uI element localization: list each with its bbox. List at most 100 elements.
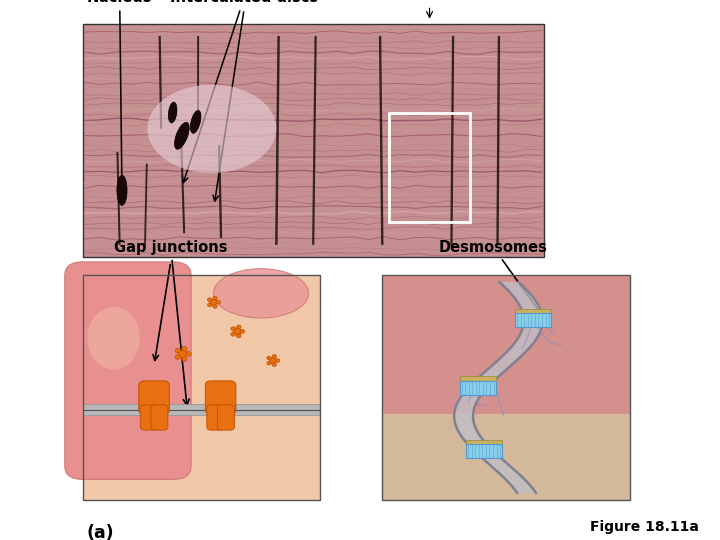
Polygon shape [520, 306, 539, 307]
Polygon shape [475, 380, 495, 381]
Ellipse shape [186, 352, 192, 356]
Polygon shape [492, 467, 512, 468]
Polygon shape [474, 381, 493, 382]
Bar [516, 313, 551, 327]
Text: Intercalated discs: Intercalated discs [170, 0, 318, 183]
Polygon shape [508, 482, 528, 483]
Polygon shape [469, 386, 489, 387]
Polygon shape [478, 377, 498, 378]
Bar [390, 112, 470, 221]
Polygon shape [504, 354, 523, 355]
Polygon shape [467, 389, 486, 390]
Polygon shape [515, 489, 534, 490]
Polygon shape [500, 283, 520, 284]
Polygon shape [511, 346, 531, 347]
Text: Figure 18.11a: Figure 18.11a [590, 519, 698, 534]
Polygon shape [523, 322, 542, 323]
Bar [382, 275, 630, 414]
Polygon shape [487, 369, 506, 370]
Ellipse shape [213, 305, 217, 308]
Polygon shape [520, 334, 539, 335]
Polygon shape [498, 471, 517, 472]
Polygon shape [508, 350, 527, 351]
Polygon shape [513, 296, 533, 297]
Polygon shape [523, 320, 543, 321]
Polygon shape [519, 335, 539, 336]
Polygon shape [516, 299, 535, 300]
Polygon shape [457, 403, 476, 404]
Polygon shape [518, 303, 538, 304]
Polygon shape [488, 463, 508, 464]
Polygon shape [516, 300, 536, 301]
Polygon shape [462, 395, 481, 396]
Polygon shape [463, 438, 482, 439]
Polygon shape [516, 491, 536, 492]
Polygon shape [464, 439, 483, 440]
Polygon shape [504, 286, 523, 287]
Polygon shape [514, 297, 534, 298]
Polygon shape [473, 382, 492, 383]
Polygon shape [493, 468, 513, 469]
Ellipse shape [233, 328, 241, 335]
Polygon shape [486, 370, 505, 371]
Polygon shape [476, 379, 495, 380]
Polygon shape [500, 358, 519, 359]
Polygon shape [522, 311, 541, 312]
Polygon shape [508, 290, 527, 291]
Polygon shape [510, 292, 529, 293]
Ellipse shape [213, 269, 308, 318]
Polygon shape [500, 357, 520, 358]
Polygon shape [523, 328, 541, 329]
Polygon shape [507, 289, 526, 290]
Polygon shape [479, 376, 498, 377]
Ellipse shape [179, 350, 187, 358]
Polygon shape [475, 452, 495, 453]
Polygon shape [515, 298, 534, 299]
Polygon shape [500, 282, 519, 283]
Polygon shape [467, 388, 487, 389]
Polygon shape [454, 416, 473, 417]
Polygon shape [492, 364, 512, 365]
Bar [466, 454, 502, 458]
Polygon shape [499, 473, 518, 474]
Ellipse shape [272, 363, 276, 367]
FancyBboxPatch shape [139, 381, 169, 414]
Ellipse shape [207, 303, 212, 307]
Polygon shape [454, 412, 473, 413]
Polygon shape [517, 339, 536, 340]
FancyBboxPatch shape [65, 262, 191, 480]
Ellipse shape [272, 355, 276, 358]
Polygon shape [471, 384, 490, 385]
Polygon shape [506, 480, 526, 481]
Bar [459, 376, 495, 381]
Polygon shape [462, 436, 481, 437]
Polygon shape [488, 368, 508, 369]
Polygon shape [454, 410, 474, 411]
Polygon shape [454, 421, 474, 422]
Ellipse shape [190, 110, 201, 133]
Polygon shape [464, 392, 483, 393]
Polygon shape [501, 475, 521, 476]
Ellipse shape [175, 348, 181, 353]
Polygon shape [516, 341, 535, 342]
Polygon shape [513, 343, 533, 344]
Polygon shape [469, 446, 490, 447]
Ellipse shape [269, 357, 276, 364]
Polygon shape [502, 284, 521, 285]
Ellipse shape [181, 357, 187, 361]
Ellipse shape [148, 85, 276, 173]
Polygon shape [515, 490, 534, 491]
Polygon shape [523, 325, 542, 326]
Polygon shape [505, 353, 524, 354]
Polygon shape [507, 351, 526, 352]
Polygon shape [518, 302, 537, 303]
Polygon shape [477, 453, 497, 454]
Polygon shape [477, 378, 497, 379]
Polygon shape [490, 465, 510, 466]
Polygon shape [455, 409, 474, 410]
Ellipse shape [237, 325, 241, 329]
Polygon shape [506, 288, 526, 289]
Ellipse shape [213, 296, 217, 300]
Polygon shape [459, 433, 479, 434]
Polygon shape [495, 362, 514, 363]
